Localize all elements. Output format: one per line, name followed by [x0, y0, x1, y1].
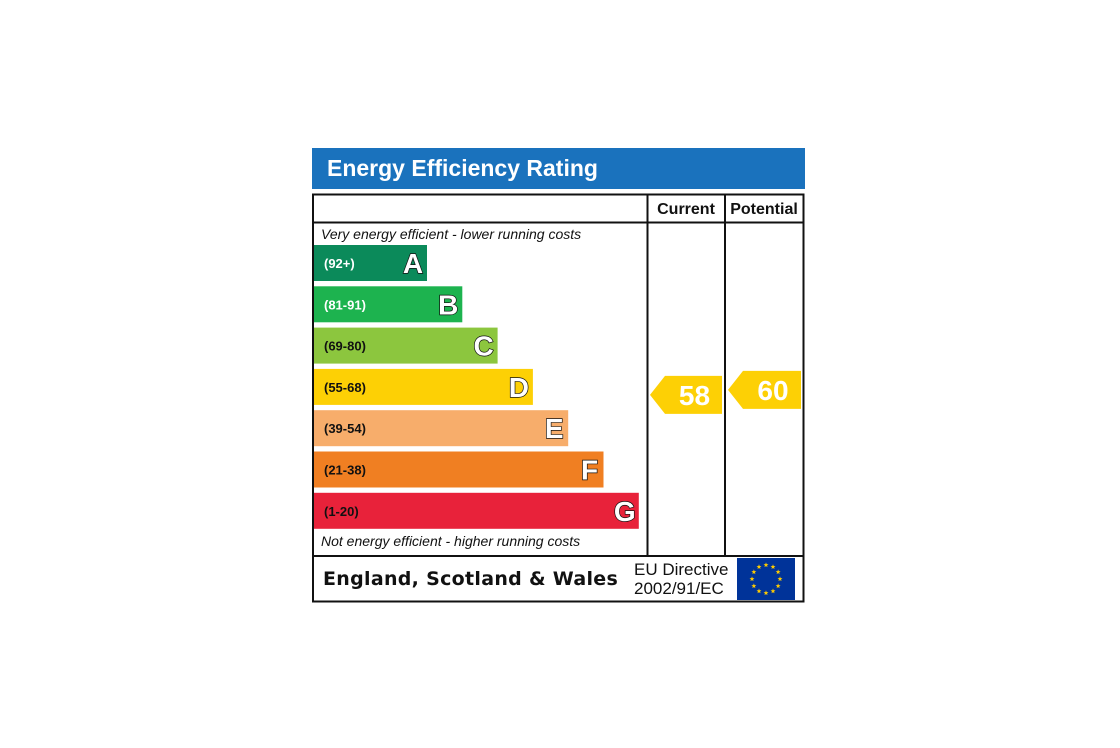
chart-frame [312, 193, 805, 603]
band-e: (39-54) E [314, 410, 569, 447]
band-letter-f: F [581, 455, 598, 486]
band-range-d: (55-68) [324, 380, 366, 395]
band-bar-g [314, 492, 639, 529]
potential-rating-value: 60 [757, 375, 788, 406]
top-efficiency-note: Very energy efficient - lower running co… [321, 226, 581, 242]
title-bar [312, 148, 805, 189]
band-letter-g: G [614, 496, 636, 527]
potential-rating-arrow [728, 370, 801, 409]
eu-flag-icon [737, 558, 795, 600]
band-bar-b [314, 286, 463, 323]
eu-star-icon [777, 576, 783, 582]
band-bar-d [314, 368, 533, 405]
eu-star-icon [763, 562, 769, 568]
band-f: (21-38) F [314, 451, 604, 488]
band-range-a: (92+) [324, 256, 355, 271]
band-b: (81-91) B [314, 286, 463, 323]
region-label: England, Scotland & Wales [323, 568, 618, 590]
band-letter-c: C [473, 331, 493, 362]
band-c: (69-80) C [314, 327, 498, 364]
band-bar-a [314, 245, 427, 281]
eu-star-icon [751, 583, 757, 589]
eu-star-icon [775, 569, 781, 575]
potential-rating: 60 [728, 370, 801, 409]
band-range-c: (69-80) [324, 339, 366, 354]
band-g: (1-20) G [314, 492, 639, 529]
eu-directive-line2: 2002/91/EC [634, 579, 724, 598]
band-range-e: (39-54) [324, 421, 366, 436]
band-a: (92+) A [314, 245, 427, 281]
band-range-b: (81-91) [324, 297, 366, 312]
band-letter-a: A [403, 248, 423, 279]
eu-star-icon [751, 569, 757, 575]
eu-directive-line1: EU Directive [634, 560, 728, 579]
band-bar-f [314, 451, 604, 488]
bottom-efficiency-note: Not energy efficient - higher running co… [321, 533, 580, 549]
eu-star-icon [770, 588, 776, 594]
eu-star-icon [763, 590, 769, 596]
current-rating: 58 [650, 375, 722, 414]
band-letter-e: E [545, 413, 564, 444]
potential-column-header: Potential [730, 201, 798, 218]
eu-star-icon [756, 588, 762, 594]
eu-star-icon [775, 583, 781, 589]
eu-star-icon [749, 576, 755, 582]
current-rating-value: 58 [679, 380, 710, 411]
current-column-header: Current [657, 201, 715, 218]
eu-star-icon [770, 564, 776, 569]
current-rating-arrow [650, 375, 722, 414]
band-letter-b: B [438, 289, 458, 320]
chart-title: Energy Efficiency Rating [327, 155, 598, 181]
band-range-f: (21-38) [324, 463, 366, 478]
band-range-g: (1-20) [324, 504, 359, 519]
band-letter-d: D [509, 372, 529, 403]
band-bar-c [314, 327, 498, 364]
rating-markers: 58 60 [650, 370, 801, 414]
band-bar-e [314, 410, 569, 447]
band-d: (55-68) D [314, 368, 533, 405]
rating-bands: (92+) A (81-91) B (69-80) C (55-68) D (39-54) E (2… [314, 245, 639, 529]
eu-star-icon [756, 564, 762, 569]
